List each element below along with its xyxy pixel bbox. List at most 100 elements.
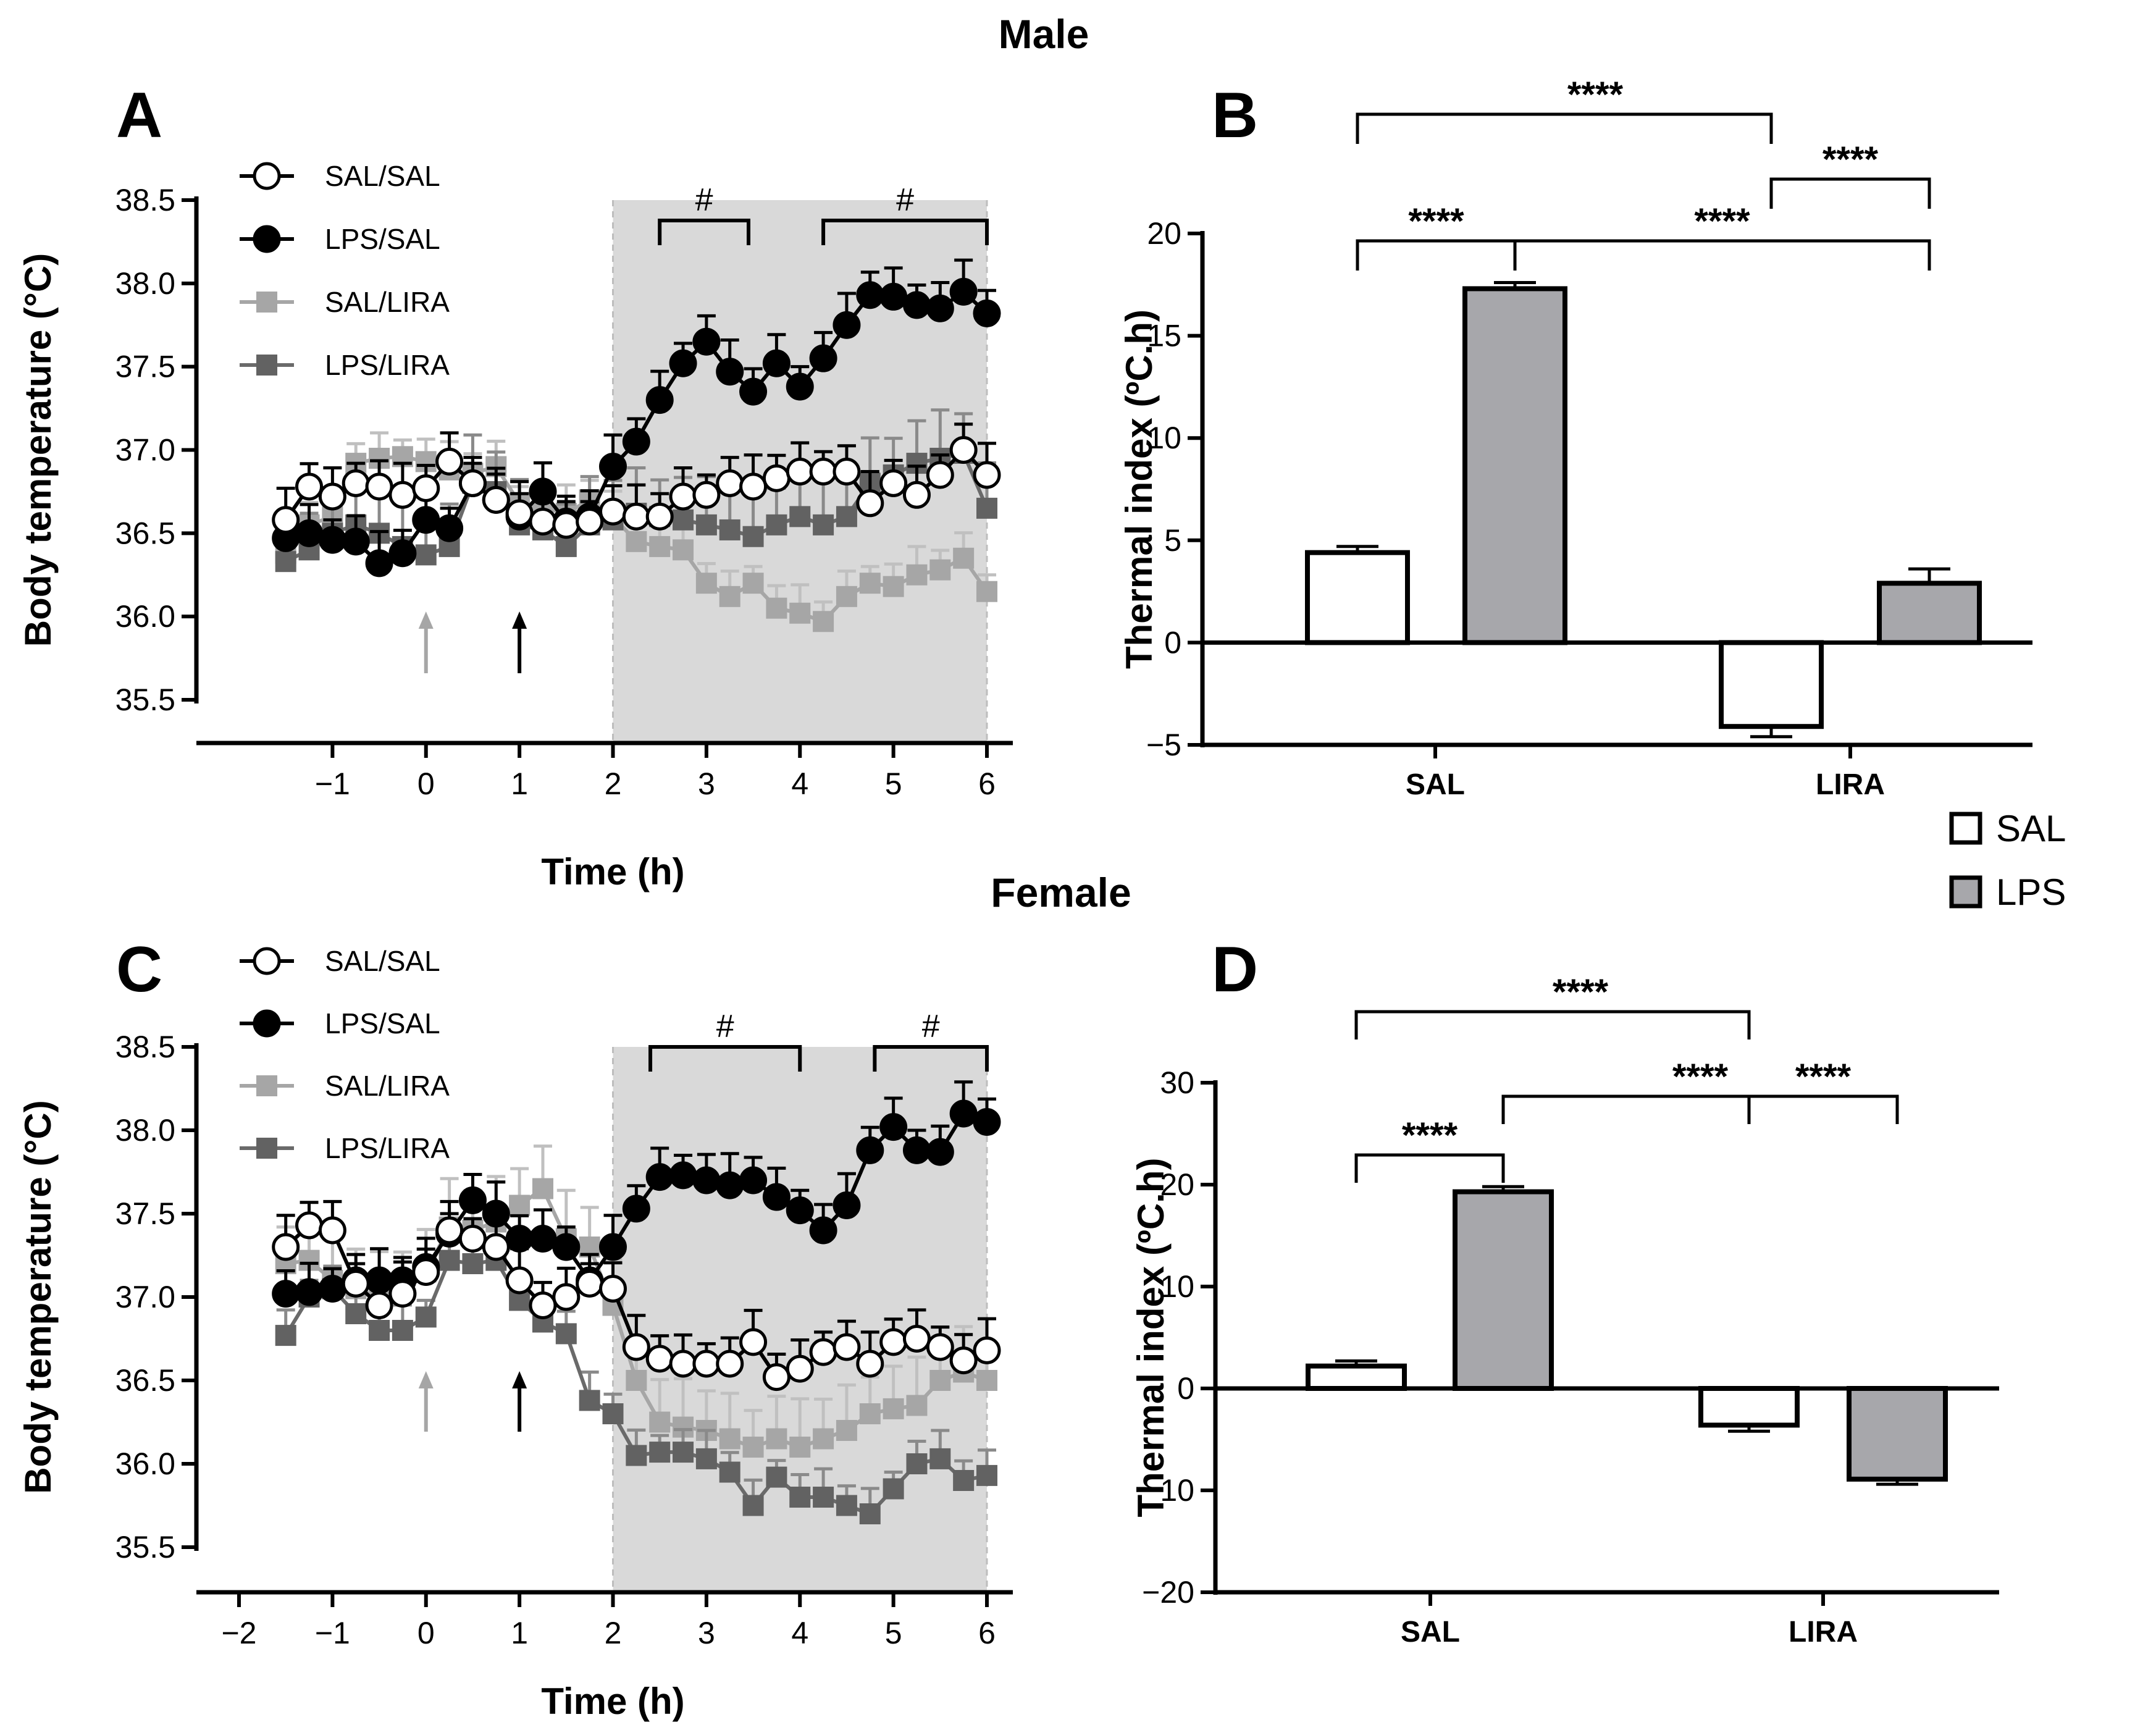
data-point bbox=[576, 1269, 604, 1298]
x-tick-label: 6 bbox=[978, 1616, 996, 1650]
data-point bbox=[742, 1437, 764, 1458]
data-point bbox=[275, 1325, 296, 1346]
data-point bbox=[458, 469, 487, 497]
legend-marker bbox=[253, 1009, 281, 1038]
series-lps-lira bbox=[275, 1233, 997, 1524]
data-point bbox=[438, 1249, 460, 1271]
data-point bbox=[859, 1503, 881, 1524]
data-point bbox=[369, 1320, 390, 1341]
significance-marker: # bbox=[922, 1009, 940, 1044]
bar-lira-sal bbox=[1698, 1386, 1800, 1428]
x-tick-label: 6 bbox=[978, 766, 996, 801]
data-point bbox=[906, 564, 928, 586]
legend-marker bbox=[256, 355, 277, 376]
data-point bbox=[929, 559, 951, 581]
data-point bbox=[295, 472, 324, 501]
group-legend-sal-label: SAL bbox=[1996, 808, 2066, 849]
y-tick-label: 10 bbox=[1160, 1269, 1194, 1304]
data-point bbox=[692, 1166, 721, 1195]
category-label: SAL bbox=[1401, 1616, 1460, 1648]
legend-marker bbox=[256, 1138, 277, 1159]
data-point bbox=[766, 597, 787, 619]
data-point bbox=[622, 427, 650, 456]
data-point bbox=[973, 461, 1001, 489]
data-point bbox=[949, 1346, 978, 1375]
data-point bbox=[388, 1280, 417, 1308]
data-point bbox=[719, 1461, 740, 1483]
section-title-male: Male bbox=[999, 11, 1089, 57]
data-point bbox=[859, 1403, 881, 1424]
data-point bbox=[626, 1370, 647, 1391]
significance-stars: **** bbox=[1567, 75, 1624, 115]
x-axis-title: Time (h) bbox=[541, 851, 684, 892]
y-tick-label: 10 bbox=[1147, 421, 1181, 455]
data-point bbox=[579, 1390, 600, 1411]
data-point bbox=[673, 509, 694, 531]
data-point bbox=[973, 1336, 1001, 1364]
panel-label: C bbox=[116, 934, 162, 1006]
x-tick-label: 1 bbox=[511, 1616, 528, 1650]
y-tick-label: 38.5 bbox=[115, 1030, 175, 1064]
data-point bbox=[529, 507, 557, 535]
significance-marker: # bbox=[896, 182, 914, 218]
data-point bbox=[622, 1333, 650, 1361]
series-legend: SAL/SAL LPS/SAL SAL/LIRA LPS/LIRA bbox=[240, 160, 450, 381]
data-point bbox=[552, 511, 581, 539]
data-point bbox=[645, 386, 674, 414]
y-tick-label: 20 bbox=[1160, 1167, 1194, 1202]
data-point bbox=[622, 1195, 650, 1223]
legend-marker bbox=[256, 1075, 277, 1096]
data-point bbox=[599, 1275, 627, 1303]
data-point bbox=[532, 1178, 553, 1199]
x-tick-label: 3 bbox=[698, 1616, 715, 1650]
x-tick-label: 1 bbox=[511, 766, 528, 801]
legend-marker bbox=[256, 292, 277, 313]
data-point bbox=[906, 1453, 928, 1474]
data-point bbox=[669, 349, 697, 377]
category-label: SAL bbox=[1406, 768, 1465, 801]
significance-bracket bbox=[1354, 1153, 1505, 1183]
data-point bbox=[626, 531, 647, 552]
x-tick-label: −1 bbox=[315, 1616, 350, 1650]
group-legend-lps-label: LPS bbox=[1996, 871, 2066, 913]
group-legend-lps-swatch bbox=[1949, 875, 1982, 909]
significance-marker: # bbox=[716, 1009, 734, 1044]
data-point bbox=[789, 506, 811, 527]
data-point bbox=[926, 1333, 954, 1361]
legend-marker bbox=[253, 162, 281, 190]
data-point bbox=[345, 1303, 367, 1324]
data-point bbox=[833, 458, 861, 486]
significance-bracket bbox=[658, 219, 750, 245]
data-point bbox=[602, 1403, 624, 1424]
data-point bbox=[415, 1306, 437, 1328]
y-tick-label: 35.5 bbox=[115, 682, 175, 717]
data-point bbox=[529, 1225, 557, 1253]
bar-sal-sal bbox=[1305, 550, 1410, 645]
y-tick-label: 0 bbox=[1177, 1371, 1194, 1406]
data-point bbox=[695, 514, 717, 535]
legend-label: LPS/LIRA bbox=[325, 1132, 450, 1164]
legend-label: SAL/SAL bbox=[325, 160, 440, 192]
data-point bbox=[599, 452, 627, 481]
data-point bbox=[929, 1370, 951, 1391]
data-point bbox=[509, 1195, 531, 1216]
y-tick-label: 5 bbox=[1164, 523, 1181, 558]
data-point bbox=[786, 372, 814, 401]
data-point bbox=[786, 1354, 814, 1383]
data-point bbox=[856, 489, 884, 518]
legend-label: LPS/SAL bbox=[325, 223, 440, 255]
data-point bbox=[902, 291, 931, 319]
bar-lira-lps bbox=[1877, 581, 1982, 645]
data-point bbox=[973, 299, 1001, 327]
y-tick-label: −20 bbox=[1142, 1575, 1194, 1610]
data-point bbox=[673, 1442, 694, 1463]
significance-bracket bbox=[821, 219, 989, 245]
legend-marker bbox=[253, 947, 281, 975]
data-point bbox=[392, 1320, 413, 1341]
significance-bracket bbox=[1747, 1094, 1899, 1124]
data-point bbox=[272, 1233, 300, 1261]
significance-marker: # bbox=[695, 182, 713, 218]
data-point bbox=[365, 472, 393, 501]
data-point bbox=[762, 1363, 791, 1392]
